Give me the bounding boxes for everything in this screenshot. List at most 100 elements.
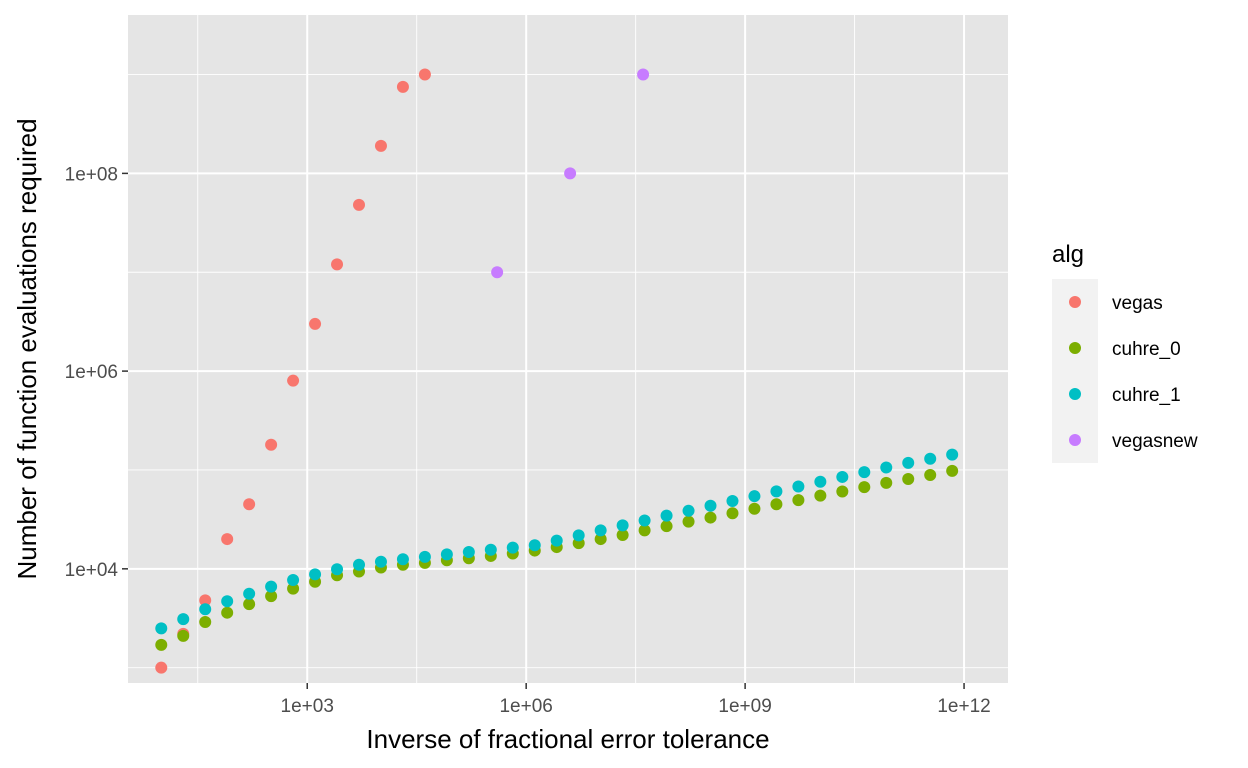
data-point-cuhre_1 (836, 470, 849, 483)
data-point-cuhre_1 (726, 495, 739, 508)
x-tick-label: 1e+06 (499, 696, 552, 717)
data-point-cuhre_1 (616, 519, 629, 532)
data-point-cuhre_1 (309, 568, 322, 581)
data-point-cuhre_1 (858, 466, 871, 479)
data-point-cuhre_0 (814, 489, 827, 502)
data-point-cuhre_1 (352, 558, 365, 571)
data-point-cuhre_1 (528, 539, 541, 552)
data-point-cuhre_1 (506, 541, 519, 554)
y-tick-label: 1e+04 (65, 560, 119, 581)
x-tick-label: 1e+12 (937, 696, 990, 717)
data-point-cuhre_0 (287, 582, 300, 595)
data-point-cuhre_0 (770, 498, 783, 511)
data-point-cuhre_0 (594, 533, 607, 546)
data-point-cuhre_0 (265, 590, 278, 603)
data-point-vegas (155, 661, 168, 674)
data-point-cuhre_1 (331, 563, 344, 576)
data-point-cuhre_1 (287, 574, 300, 587)
legend: alg vegas cuhre_0 cuhre_1 vegasnew (1052, 241, 1198, 463)
data-point-vegas (374, 139, 387, 152)
series-cuhre_1 (155, 448, 959, 635)
major-gridlines (128, 15, 1008, 683)
data-point-cuhre_0 (155, 638, 168, 651)
data-point-cuhre_0 (792, 494, 805, 507)
data-point-cuhre_1 (396, 553, 409, 566)
legend-key-vegasnew (1069, 434, 1081, 446)
legend-key-cuhre_1 (1069, 388, 1081, 400)
data-point-cuhre_0 (243, 598, 256, 611)
data-point-cuhre_1 (418, 550, 431, 563)
data-point-cuhre_0 (726, 507, 739, 520)
data-point-cuhre_1 (660, 509, 673, 522)
data-point-cuhre_0 (199, 615, 212, 628)
series-vegasnew (491, 68, 650, 279)
data-point-cuhre_0 (902, 473, 915, 486)
data-point-cuhre_1 (265, 580, 278, 593)
data-point-cuhre_1 (550, 534, 563, 547)
minor-gridlines (128, 15, 1008, 683)
x-tick-label: 1e+09 (718, 696, 771, 717)
data-point-vegas (243, 498, 256, 511)
data-point-cuhre_1 (572, 529, 585, 542)
data-point-cuhre_1 (748, 490, 761, 503)
data-point-cuhre_0 (924, 468, 937, 481)
y-tick-label: 1e+08 (65, 164, 118, 185)
data-point-cuhre_0 (638, 524, 651, 537)
y-axis-title: Number of function evaluations required (12, 118, 42, 579)
data-point-cuhre_1 (199, 603, 212, 616)
data-point-cuhre_1 (440, 548, 453, 561)
legend-key-vegas (1069, 296, 1081, 308)
data-point-vegas (396, 80, 409, 93)
data-point-cuhre_0 (836, 485, 849, 498)
data-point-cuhre_0 (880, 476, 893, 489)
data-point-vegas (331, 258, 344, 271)
data-point-cuhre_1 (924, 452, 937, 465)
data-point-vegasnew (637, 68, 650, 81)
data-point-cuhre_1 (814, 475, 827, 488)
data-point-cuhre_1 (462, 545, 475, 558)
legend-label-vegasnew: vegasnew (1112, 431, 1198, 452)
data-point-vegas (265, 438, 278, 451)
data-point-cuhre_0 (858, 481, 871, 494)
legend-key-cuhre_0 (1069, 342, 1081, 354)
data-point-cuhre_1 (902, 456, 915, 469)
x-axis: 1e+03 1e+06 1e+09 1e+12 (281, 683, 991, 717)
legend-title: alg (1052, 241, 1084, 268)
data-point-cuhre_1 (374, 555, 387, 568)
y-axis: 1e+04 1e+06 1e+08 (65, 164, 128, 581)
data-point-cuhre_1 (792, 480, 805, 493)
data-point-cuhre_1 (682, 504, 695, 517)
data-point-vegas (352, 198, 365, 211)
data-point-cuhre_0 (221, 606, 234, 619)
x-axis-title: Inverse of fractional error tolerance (366, 724, 769, 754)
y-tick-label: 1e+06 (65, 362, 118, 383)
legend-label-cuhre_0: cuhre_0 (1112, 339, 1181, 360)
legend-label-vegas: vegas (1112, 293, 1163, 314)
data-point-vegas (418, 68, 431, 81)
data-point-cuhre_0 (704, 511, 717, 524)
data-point-vegasnew (491, 266, 504, 279)
data-point-vegas (221, 533, 234, 546)
data-point-cuhre_1 (946, 448, 959, 461)
data-point-cuhre_1 (484, 543, 497, 556)
data-point-cuhre_0 (946, 464, 959, 477)
data-point-cuhre_1 (177, 613, 190, 626)
data-point-cuhre_1 (704, 499, 717, 512)
data-point-cuhre_0 (616, 528, 629, 541)
data-point-cuhre_0 (748, 502, 761, 515)
data-point-cuhre_1 (770, 485, 783, 498)
data-points (155, 68, 959, 674)
data-point-cuhre_1 (880, 461, 893, 474)
data-point-cuhre_1 (594, 524, 607, 537)
data-point-cuhre_1 (221, 595, 234, 608)
x-tick-label: 1e+03 (281, 696, 334, 717)
data-point-cuhre_1 (638, 514, 651, 527)
data-point-vegasnew (564, 167, 577, 180)
data-point-vegas (287, 374, 300, 387)
data-point-cuhre_1 (155, 622, 168, 635)
legend-label-cuhre_1: cuhre_1 (1112, 385, 1181, 406)
data-point-cuhre_1 (243, 587, 256, 600)
data-point-cuhre_0 (660, 520, 673, 533)
